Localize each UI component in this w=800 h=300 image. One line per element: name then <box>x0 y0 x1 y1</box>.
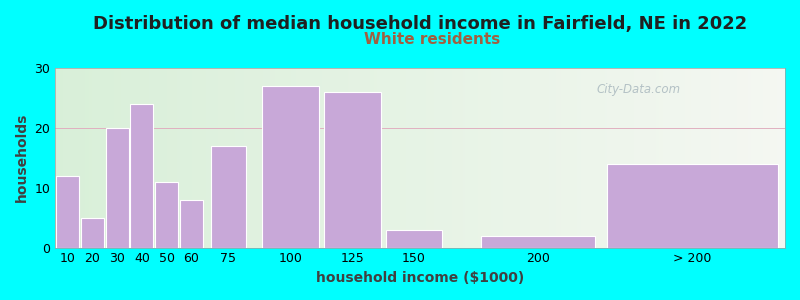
Bar <box>56 176 79 248</box>
Bar <box>155 182 178 247</box>
Text: White residents: White residents <box>364 32 500 46</box>
Bar <box>324 92 381 247</box>
Bar <box>481 236 594 247</box>
Bar <box>211 146 246 247</box>
Bar <box>607 164 778 248</box>
Y-axis label: households: households <box>15 113 29 202</box>
Text: City-Data.com: City-Data.com <box>597 83 681 96</box>
Bar <box>386 230 442 247</box>
Bar <box>106 128 129 248</box>
Bar <box>262 86 318 248</box>
Title: Distribution of median household income in Fairfield, NE in 2022: Distribution of median household income … <box>93 15 747 33</box>
Bar <box>180 200 202 248</box>
Bar <box>130 104 154 248</box>
Bar <box>81 218 104 248</box>
X-axis label: household income ($1000): household income ($1000) <box>316 271 524 285</box>
